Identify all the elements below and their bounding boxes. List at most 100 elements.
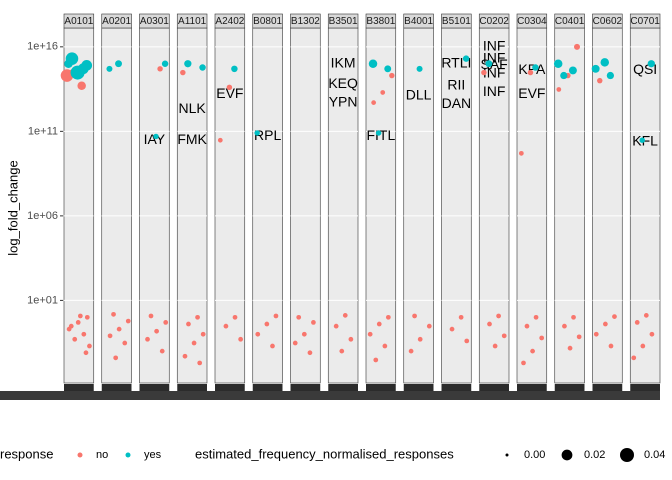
point <box>640 343 646 349</box>
strip <box>63 13 95 29</box>
strip-group: A0101 <box>64 16 93 27</box>
point <box>184 60 192 68</box>
x-axis-bar <box>64 384 94 391</box>
strip-label: A0301 <box>140 16 169 27</box>
facet-points: IKM KEQ YPN <box>328 54 358 109</box>
point <box>560 71 568 80</box>
legend-size-label: 0.02 <box>584 449 605 461</box>
point-label: NLK <box>179 100 207 116</box>
point <box>163 320 169 325</box>
panel <box>403 27 434 384</box>
strip <box>139 13 170 29</box>
point <box>376 321 382 327</box>
point <box>562 323 567 329</box>
legend-size-label: 0.04 <box>644 449 665 461</box>
point-label: DAN <box>442 95 472 111</box>
point <box>553 59 563 68</box>
point <box>389 72 395 79</box>
point <box>72 336 78 342</box>
x-axis-bar <box>328 384 358 391</box>
point <box>217 137 223 143</box>
point <box>111 311 116 317</box>
y-tick-label: 1e+06 <box>27 210 58 222</box>
x-axis-bar <box>630 384 660 391</box>
point <box>567 345 573 351</box>
panel <box>554 27 585 384</box>
legend-label: no <box>96 449 108 461</box>
point <box>556 87 562 92</box>
point <box>339 348 345 354</box>
strip-group: C0701 <box>630 16 660 27</box>
x-axis-bar <box>592 384 623 391</box>
point <box>416 65 423 72</box>
point <box>107 333 113 339</box>
panel <box>139 27 170 384</box>
y-tick-label: 1e+11 <box>28 125 58 137</box>
facet-points: DLL <box>406 86 432 102</box>
point <box>68 323 74 329</box>
x-axis-bar <box>554 384 585 391</box>
strip <box>214 13 246 29</box>
point <box>481 69 487 76</box>
point <box>270 343 275 349</box>
strip-group: A0301 <box>140 16 169 27</box>
point-label: FMK <box>177 131 207 147</box>
point <box>600 58 610 67</box>
point <box>301 331 307 337</box>
point <box>532 64 539 71</box>
point <box>154 328 159 334</box>
x-axis-bar <box>366 384 396 391</box>
x-axis-bar <box>101 384 132 391</box>
point <box>226 84 233 91</box>
legend-size-marker <box>620 448 634 462</box>
point <box>568 66 577 75</box>
strip-label: A1101 <box>178 16 207 27</box>
point <box>606 71 615 80</box>
x-axis-bar <box>177 384 207 391</box>
point <box>197 360 203 366</box>
point <box>199 64 206 71</box>
point <box>380 90 386 95</box>
strip <box>441 13 472 29</box>
point <box>492 343 498 349</box>
point <box>371 100 377 106</box>
point <box>612 314 617 319</box>
strip <box>629 13 661 29</box>
point <box>148 313 154 319</box>
strip-label: A2402 <box>215 16 244 27</box>
point <box>231 65 238 73</box>
strip <box>478 13 510 29</box>
point <box>238 336 244 342</box>
point <box>254 130 260 136</box>
point <box>496 313 501 319</box>
x-axis-label-band <box>0 391 660 400</box>
point <box>307 350 313 356</box>
point <box>122 340 128 346</box>
x-axis-bar <box>139 384 170 391</box>
point <box>539 335 545 341</box>
legend-size-label: 0.00 <box>524 449 545 461</box>
point <box>518 150 524 156</box>
x-axis-bar <box>403 384 434 391</box>
point <box>223 323 229 329</box>
strip <box>365 13 397 29</box>
point <box>608 343 614 349</box>
x-axis-bar <box>517 384 547 391</box>
strip-label: C0304 <box>517 16 547 27</box>
strip-group: A2402 <box>215 16 244 27</box>
point <box>524 323 530 329</box>
point-label: INF <box>483 64 506 80</box>
strip-group: B5101 <box>442 16 471 27</box>
panel <box>327 27 359 384</box>
strip <box>592 13 623 29</box>
facet-points: RPL <box>254 127 281 143</box>
point-label: INF <box>483 38 506 54</box>
legend-label: yes <box>144 449 162 461</box>
point <box>116 326 122 332</box>
x-axis-bar <box>290 384 321 391</box>
x-axis-bar <box>441 384 472 391</box>
facet-points: KPA EVF <box>518 61 546 101</box>
strip <box>176 13 208 29</box>
point <box>255 331 261 337</box>
point <box>342 313 348 318</box>
